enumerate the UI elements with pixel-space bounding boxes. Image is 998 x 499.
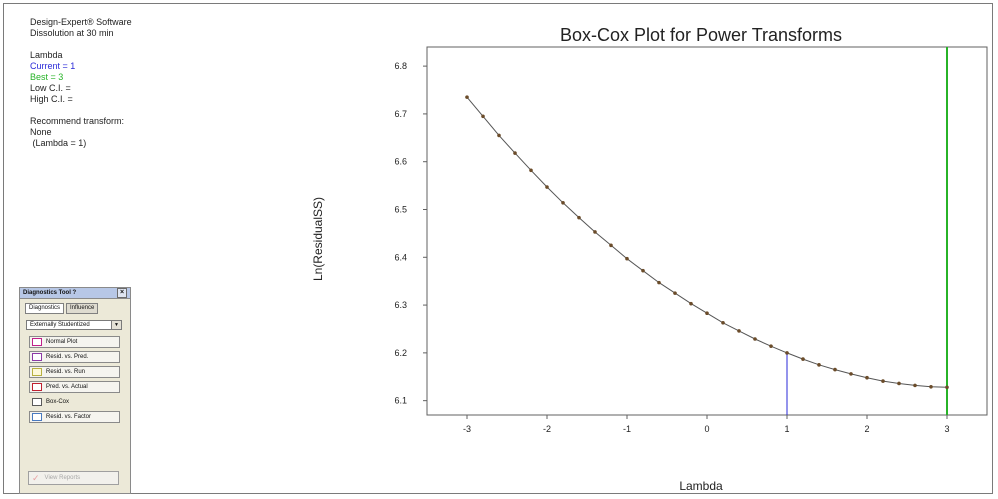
y-tick-label: 6.2 [394,348,407,358]
current-lambda: Current = 1 [30,61,76,71]
chart-title: Box-Cox Plot for Power Transforms [560,25,842,45]
x-tick-label: 3 [944,424,949,434]
y-tick-label: 6.1 [394,396,407,406]
x-tick-label: 0 [704,424,709,434]
x-tick-label: -2 [543,424,551,434]
lambda-heading: Lambda [30,50,63,60]
data-point [689,301,693,306]
plot-buttons: Normal Plot Resid. vs. Pred. Resid. vs. … [29,336,130,423]
data-point [753,337,757,341]
data-point [577,215,581,220]
software-name: Design-Expert® Software [30,17,132,27]
box-cox-button[interactable]: Box-Cox [29,396,120,408]
button-label: Box-Cox [46,399,70,405]
data-point [529,168,533,173]
data-point [465,95,469,99]
data-point [593,230,597,234]
x-tick-label: -3 [463,424,471,434]
data-point [817,363,821,367]
data-point [657,280,661,285]
resid-vs-pred-icon [32,353,42,361]
data-point [561,201,565,205]
resid-vs-pred-button[interactable]: Resid. vs. Pred. [29,351,120,363]
box-cox-icon [32,398,42,406]
y-tick-label: 6.5 [394,204,407,214]
data-point [881,379,885,383]
info-panel: Design-Expert® Software Dissolution at 3… [30,17,132,149]
chevron-down-icon[interactable]: ▼ [111,321,121,329]
pred-vs-actual-button[interactable]: Pred. vs. Actual [29,381,120,393]
resid-vs-factor-icon [32,413,42,421]
button-label: Resid. vs. Pred. [46,354,89,360]
recommend-lambda: (Lambda = 1) [30,138,87,148]
select-value: Externally Studentized [30,322,90,328]
y-tick-label: 6.7 [394,109,407,119]
normal-plot-button[interactable]: Normal Plot [29,336,120,348]
data-point [897,381,901,386]
data-point [833,367,837,372]
data-point [625,256,629,261]
data-point [929,385,933,389]
diagnostics-tool-window[interactable]: Diagnostics Tool ? × Diagnostics Influen… [19,287,131,494]
y-tick-label: 6.6 [394,157,407,167]
data-point [945,385,949,390]
button-label: Normal Plot [46,339,78,345]
data-point [545,185,549,189]
data-point [705,311,709,316]
data-point [481,114,485,119]
pred-vs-actual-icon [32,383,42,391]
tool-tabs: Diagnostics Influence [25,303,130,314]
view-reports-button[interactable]: ✓ View Reports [28,471,119,485]
data-point [721,320,725,325]
data-point [513,151,517,155]
checkmark-icon: ✓ [32,472,40,483]
residual-type-select[interactable]: Externally Studentized ▼ [26,320,122,330]
resid-vs-factor-button[interactable]: Resid. vs. Factor [29,411,120,423]
data-point [913,383,917,388]
button-label: Resid. vs. Run [46,369,86,375]
button-label: Resid. vs. Factor [46,414,92,420]
view-reports-label: View Reports [44,475,81,481]
low-ci: Low C.I. = [30,83,71,93]
best-lambda: Best = 3 [30,72,64,82]
recommend-heading: Recommend transform: [30,116,125,126]
data-point [497,133,501,138]
normal-plot-icon [32,338,42,346]
y-tick-label: 6.8 [394,61,407,71]
resid-vs-run-button[interactable]: Resid. vs. Run [29,366,120,378]
data-point [609,243,613,248]
x-tick-label: 1 [784,424,789,434]
resid-vs-run-icon [32,368,42,376]
close-icon[interactable]: × [117,288,127,298]
data-point [801,357,805,361]
x-axis-label: Lambda [679,479,723,493]
high-ci: High C.I. = [30,94,73,104]
y-tick-label: 6.4 [394,252,407,262]
x-tick-label: -1 [623,424,631,434]
y-tick-label: 6.3 [394,300,407,310]
plot-window [3,3,993,494]
data-point [785,351,789,355]
data-point [673,291,677,295]
tool-title-bar[interactable]: Diagnostics Tool ? × [20,288,130,299]
plot-area [426,46,988,416]
box-cox-curve [466,96,948,388]
data-point [737,329,741,333]
data-point [769,344,773,348]
response-name: Dissolution at 30 min [30,28,114,38]
data-point [865,375,869,380]
y-axis-label: Ln(ResidualSS) [311,197,325,281]
button-label: Pred. vs. Actual [46,384,88,390]
tab-influence[interactable]: Influence [66,303,99,314]
tool-title: Diagnostics Tool ? [23,290,77,296]
tab-diagnostics[interactable]: Diagnostics [25,303,65,314]
data-point [641,268,645,273]
x-tick-label: 2 [864,424,869,434]
recommend-value: None [30,127,52,137]
data-point [849,372,853,376]
